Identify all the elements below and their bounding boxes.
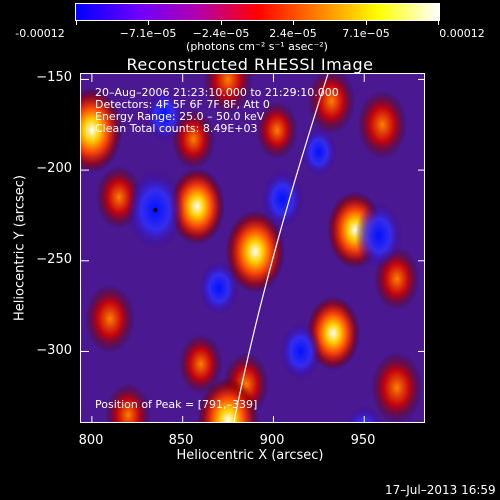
- emission-source: [171, 109, 216, 170]
- timestamp: 17–Jul–2013 16:59: [385, 483, 496, 497]
- colorbar-tick-mark: [366, 21, 367, 25]
- colorbar-tick-label: 2.4e−05: [269, 27, 317, 40]
- colorbar-tick-label: −7.1e−05: [119, 27, 177, 40]
- energy-range-label: Energy Range: 25.0 – 50.0 keV: [95, 110, 265, 123]
- x-axis-label: Heliocentric X (arcsec): [176, 448, 324, 463]
- colorbar-tick-mark: [293, 21, 294, 25]
- colorbar-tick-label: -0.00012: [15, 27, 65, 40]
- x-tick-label: 900: [259, 433, 285, 448]
- plot-area: [80, 73, 425, 423]
- y-tick-label: −250: [36, 252, 72, 267]
- emission-source: [169, 168, 225, 245]
- clean-counts-label: Clean Total counts: 8.49E+03: [95, 122, 258, 135]
- emission-source: [105, 383, 151, 422]
- colorbar-tick-mark: [76, 21, 77, 25]
- emission-source: [307, 74, 356, 135]
- colorbar-tick-label: −2.4e−05: [192, 27, 250, 40]
- emission-source: [179, 334, 223, 395]
- y-tick-label: −300: [36, 343, 72, 358]
- x-tick-label: 850: [168, 433, 194, 448]
- emission-source: [85, 284, 135, 354]
- heatmap-image: [81, 74, 424, 422]
- emission-source: [203, 74, 253, 114]
- minimum-marker: [153, 208, 158, 213]
- colorbar: [75, 3, 440, 21]
- y-tick-label: −200: [36, 161, 72, 176]
- colorbar-tick-mark: [148, 21, 149, 25]
- negative-source: [301, 127, 337, 177]
- negative-source: [145, 89, 184, 142]
- time-range-label: 20–Aug–2006 21:23:10.000 to 21:29:10.000: [95, 86, 339, 99]
- negative-source: [280, 322, 322, 381]
- emission-source: [81, 87, 123, 173]
- negative-source: [199, 260, 239, 316]
- negative-source: [355, 202, 403, 269]
- detectors-label: Detectors: 4F 5F 6F 7F 8F, Att 0: [95, 98, 270, 111]
- chart-title: Reconstructed RHESSI Image: [126, 55, 374, 74]
- y-axis-label: Heliocentric Y (arcsec): [12, 175, 28, 321]
- emission-source: [371, 352, 423, 422]
- y-tick-label: −150: [36, 70, 72, 85]
- colorbar-tick-label: 0.00012: [439, 27, 485, 40]
- colorbar-tick-mark: [221, 21, 222, 25]
- emission-source: [357, 90, 408, 160]
- negative-source: [346, 405, 383, 422]
- x-tick-label: 950: [350, 433, 376, 448]
- negative-source: [261, 170, 304, 228]
- x-tick-label: 800: [78, 433, 104, 448]
- peak-position-label: Position of Peak = [791,–339]: [95, 398, 258, 411]
- emission-source: [197, 377, 259, 422]
- colorbar-units: (photons cm⁻² s⁻¹ asec⁻²): [186, 40, 328, 53]
- emission-source: [225, 210, 285, 293]
- colorbar-tick-label: 7.1e−05: [342, 27, 390, 40]
- colorbar-tick-mark: [438, 21, 439, 25]
- emission-source: [256, 101, 298, 159]
- solar-limb-line: [233, 74, 329, 422]
